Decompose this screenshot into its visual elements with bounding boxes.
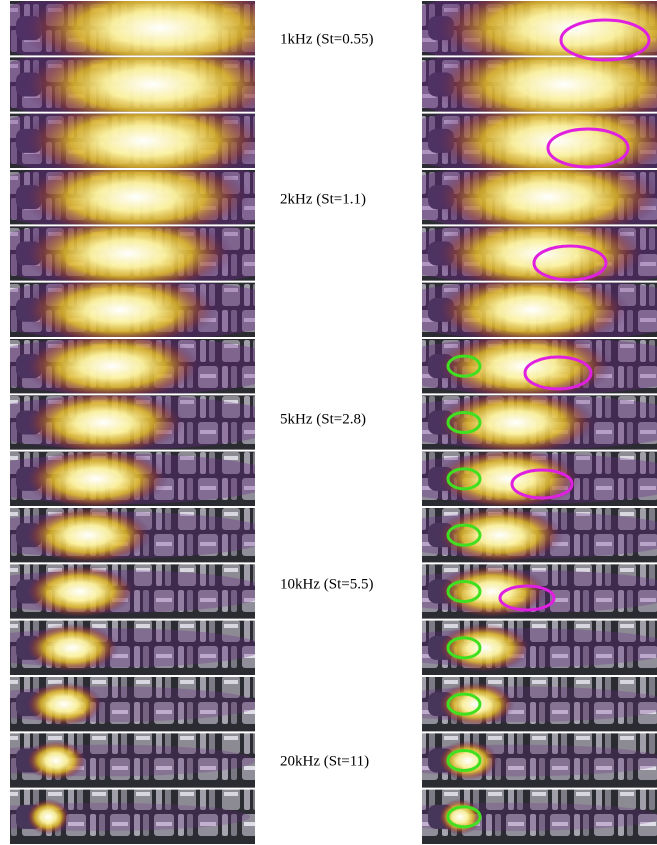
map-strip [383, 214, 657, 293]
strip-content [368, 620, 657, 676]
strip-content [0, 732, 255, 788]
source-glow [25, 623, 120, 672]
strip-content [0, 156, 305, 239]
source-glow [24, 506, 152, 563]
source-glow [24, 565, 135, 618]
map-strip [379, 331, 657, 401]
strip-content [377, 390, 657, 456]
source-glow [435, 390, 597, 456]
frequency-label: 2kHz (St=1.1) [280, 191, 366, 207]
source-glow [435, 448, 580, 510]
strip-content [386, 156, 657, 239]
source-glow [438, 799, 482, 835]
strip-content [379, 331, 657, 401]
strip-content [381, 273, 657, 348]
source-glow [26, 740, 87, 780]
map-strip [386, 156, 657, 239]
map-strip [371, 563, 657, 619]
frequency-label: 20kHz (St=11) [280, 753, 369, 769]
strip-content [373, 506, 657, 563]
page: 1kHz (St=0.55) 2kHz (St=1.1) 5kHz (St=2.8)… [0, 0, 657, 845]
strip-content [362, 789, 657, 845]
map-strip [0, 676, 260, 732]
source-glow [23, 448, 168, 510]
map-strip [0, 732, 255, 788]
figure: 1kHz (St=0.55) 2kHz (St=1.1) 5kHz (St=2.8)… [0, 0, 657, 845]
strip-content [383, 214, 657, 293]
map-strip [377, 390, 657, 456]
source-glow [436, 506, 564, 563]
map-strip [0, 620, 265, 676]
source-glow [23, 331, 202, 401]
strip-content [371, 563, 657, 619]
source-glow [22, 273, 218, 348]
map-strip [366, 676, 657, 732]
strip-content [0, 789, 255, 845]
map-strip [0, 273, 295, 348]
haze [364, 745, 657, 777]
strip-content [0, 331, 290, 401]
map-strip [0, 563, 270, 619]
map-strip [0, 789, 255, 845]
source-glow [25, 682, 103, 727]
source-glow [22, 214, 235, 293]
strip-content [0, 506, 275, 563]
frequency-label: 10kHz (St=5.5) [280, 576, 373, 592]
strip-content [0, 214, 300, 293]
map-strip [0, 156, 305, 239]
source-glow [437, 623, 532, 672]
source-glow [21, 156, 250, 239]
map-strip [364, 732, 657, 788]
frequency-labels: 1kHz (St=0.55) 2kHz (St=1.1) 5kHz (St=2.8)… [280, 31, 373, 769]
strip-content [0, 676, 260, 732]
map-strip [368, 620, 657, 676]
strip-content [0, 563, 270, 619]
source-glow [23, 390, 185, 456]
map-strip [0, 214, 300, 293]
source-glow [434, 273, 630, 348]
map-strip [381, 273, 657, 348]
frequency-label: 1kHz (St=0.55) [280, 31, 373, 47]
map-strip [0, 448, 280, 510]
map-strip [362, 789, 657, 845]
source-glow [26, 799, 70, 835]
strip-content [364, 732, 657, 788]
strip-content [0, 273, 295, 348]
strip-content [0, 448, 280, 510]
map-strip [0, 506, 275, 563]
map-strip [0, 390, 285, 456]
haze [362, 803, 657, 831]
strip-content [0, 390, 285, 456]
strip-content [366, 676, 657, 732]
strip-content [0, 620, 265, 676]
map-strip [0, 331, 290, 401]
map-strip [373, 506, 657, 563]
source-glow [433, 156, 657, 239]
frequency-label: 5kHz (St=2.8) [280, 411, 366, 427]
